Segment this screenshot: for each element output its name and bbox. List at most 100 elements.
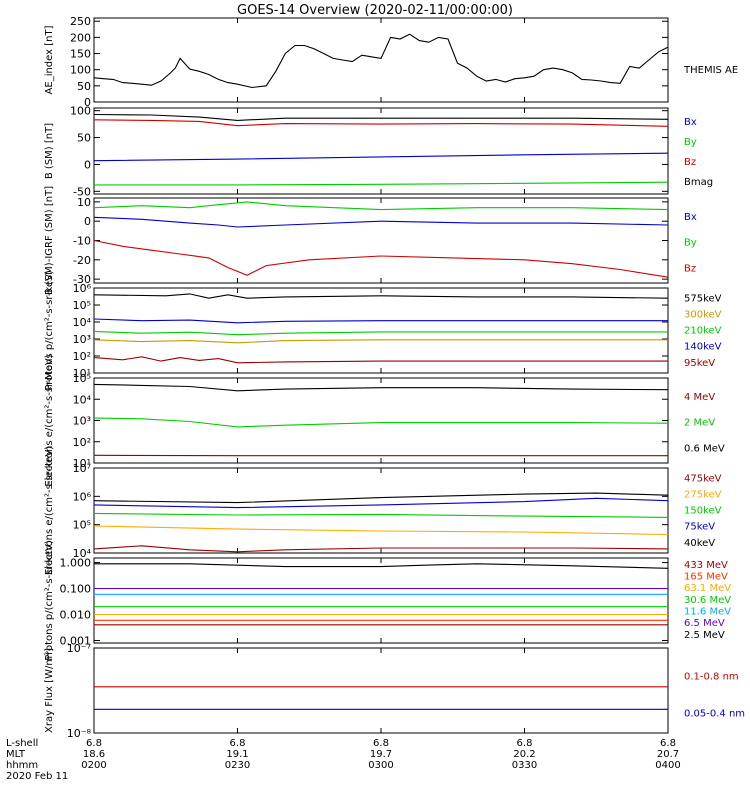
panel-frame (93, 287, 669, 374)
series-line-1 (93, 525, 669, 536)
y-tick-label: 0 (84, 96, 91, 109)
series-line-2 (93, 330, 668, 336)
legend-label: 11.6 MeV (684, 607, 731, 618)
series-line-4 (93, 492, 669, 504)
series-line-1 (94, 181, 669, 186)
y-tick-label: 10³ (73, 333, 91, 346)
panel-1: 0 50 100 150 200 250 AE_index [nT] THEMIS AE (44, 15, 738, 109)
y-axis-label: Protons p/(cm²-s-sr-keV) (44, 540, 55, 661)
time-tick-label: 18.6 (83, 749, 105, 760)
time-tick-label: 0330 (512, 760, 537, 771)
y-tick-label: 10⁵ (73, 372, 91, 385)
series-line-1 (93, 417, 669, 428)
series-line-3 (93, 113, 669, 121)
y-axis-label: AE_index [nT] (44, 25, 55, 94)
time-tick-label: 0400 (655, 760, 680, 771)
y-tick-label: 10² (73, 350, 91, 363)
legend-label: 6.5 MeV (684, 618, 725, 629)
time-tick-label: 0200 (81, 760, 106, 771)
legend-label: Bmag (684, 177, 713, 188)
legend-label: 0.05-0.4 nm (684, 708, 745, 719)
legend-label: 95keV (684, 358, 715, 369)
y-tick-label: 0 (84, 158, 91, 171)
legend-label: 40keV (684, 538, 715, 549)
panel-4: 10¹ 10² 10³ 10⁴ 10⁵ 10⁶ Protons p/(cm²-s-sr-ke… (44, 270, 722, 391)
y-tick-label: 10⁵ (73, 299, 91, 312)
series-line-4 (93, 356, 668, 364)
legend-label: THEMIS AE (683, 65, 738, 76)
y-tick-label: 10³ (73, 415, 91, 428)
y-axis-label: B (SM) [nT] (44, 123, 55, 179)
y-axis-label: Protons p/(cm²-s-sr-keV) (44, 270, 55, 391)
panel-frame (93, 647, 669, 734)
series-line-0 (93, 545, 669, 553)
time-tick-label: 6.8 (230, 738, 246, 749)
y-tick-label: 100 (70, 105, 91, 118)
legend-label: By (684, 137, 697, 148)
series-line-2 (93, 119, 669, 127)
legend-label: 2 MeV (684, 418, 715, 429)
legend-label: 575keV (684, 294, 722, 305)
legend-label: 63.1 MeV (684, 583, 731, 594)
y-tick-label: -30 (73, 273, 91, 286)
y-tick-label: 0.001 (60, 634, 92, 647)
time-tick-label: 19.7 (370, 749, 392, 760)
y-axis-label: B (SM)-IGRF (SM) [nT] (44, 186, 55, 295)
time-row-label: L-shell (6, 738, 38, 749)
y-tick-label: 10⁶ (73, 490, 92, 503)
legend-label: 150keV (684, 506, 722, 517)
panel-frame (93, 17, 669, 103)
y-tick-label: 10⁻⁷ (67, 642, 91, 655)
y-tick-label: 10¹ (73, 367, 91, 380)
y-tick-label: 10⁶ (73, 282, 92, 295)
legend-label: 300keV (684, 310, 722, 321)
series-line-2 (93, 383, 669, 392)
figure-title: GOES-14 Overview (2020-02-11/00:00:00) (237, 3, 513, 18)
time-tick-label: 20.2 (513, 749, 535, 760)
legend-label: 0.6 MeV (684, 443, 725, 454)
time-tick-label: 0300 (368, 760, 393, 771)
legend-label: 165 MeV (684, 572, 728, 583)
series-line-0 (93, 152, 669, 162)
y-tick-label: 150 (70, 48, 91, 61)
legend-label: Bx (684, 212, 697, 223)
legend-label: 140keV (684, 342, 722, 353)
legend-label: Bx (684, 117, 697, 128)
legend-label: 4 MeV (684, 392, 715, 403)
legend-label: Bz (684, 263, 696, 274)
y-tick-label: 10⁵ (73, 519, 91, 532)
panel-frame (93, 197, 669, 284)
legend-label: 75keV (684, 522, 715, 533)
legend-label: 210keV (684, 326, 722, 337)
y-tick-label: -20 (73, 254, 91, 267)
date-label: 2020 Feb 11 (6, 771, 68, 782)
legend-label: By (684, 238, 697, 249)
time-tick-label: 6.8 (373, 738, 389, 749)
time-row-label: hhmm (6, 760, 38, 771)
series-line-3 (93, 318, 668, 324)
y-tick-label: 10⁴ (73, 393, 92, 406)
panel-7: 0.001 0.010 0.100 1.000 Protons p/(cm²-s-sr-… (44, 540, 731, 661)
legend-label: 433 MeV (684, 560, 728, 571)
y-axis-label: Xray Flux [W/m²] (44, 648, 55, 733)
time-tick-label: 19.1 (226, 749, 248, 760)
panel-5: 10¹ 10² 10³ 10⁴ 10⁵ Electrons e/(cm²-s-sr-MeV… (44, 354, 725, 486)
y-tick-label: 10⁴ (73, 547, 92, 560)
panel-2: -50 0 50 100 B (SM) [nT] Bx By Bz Bmag (44, 105, 713, 199)
panel-frame (93, 557, 669, 644)
time-tick-label: 6.8 (86, 738, 102, 749)
panel-frame (93, 467, 669, 554)
y-tick-label: -50 (73, 185, 91, 198)
legend-label: 275keV (684, 490, 722, 501)
y-tick-label: 0.100 (60, 583, 92, 596)
series-line-2 (93, 512, 669, 518)
y-tick-label: 1.000 (60, 557, 92, 570)
series-line-0 (93, 33, 669, 89)
y-axis-label: Electrons e/(cm²-s-sr-MeV) (44, 354, 55, 486)
legend-label: Bz (684, 157, 696, 168)
time-tick-label: 20.7 (657, 749, 679, 760)
y-tick-label: 50 (77, 80, 91, 93)
legend-label: 2.5 MeV (684, 630, 725, 641)
panel-6: 10⁴ 10⁵ 10⁶ 10⁷ Electrons e/(cm²-s-sr-keV) 47… (44, 446, 722, 575)
